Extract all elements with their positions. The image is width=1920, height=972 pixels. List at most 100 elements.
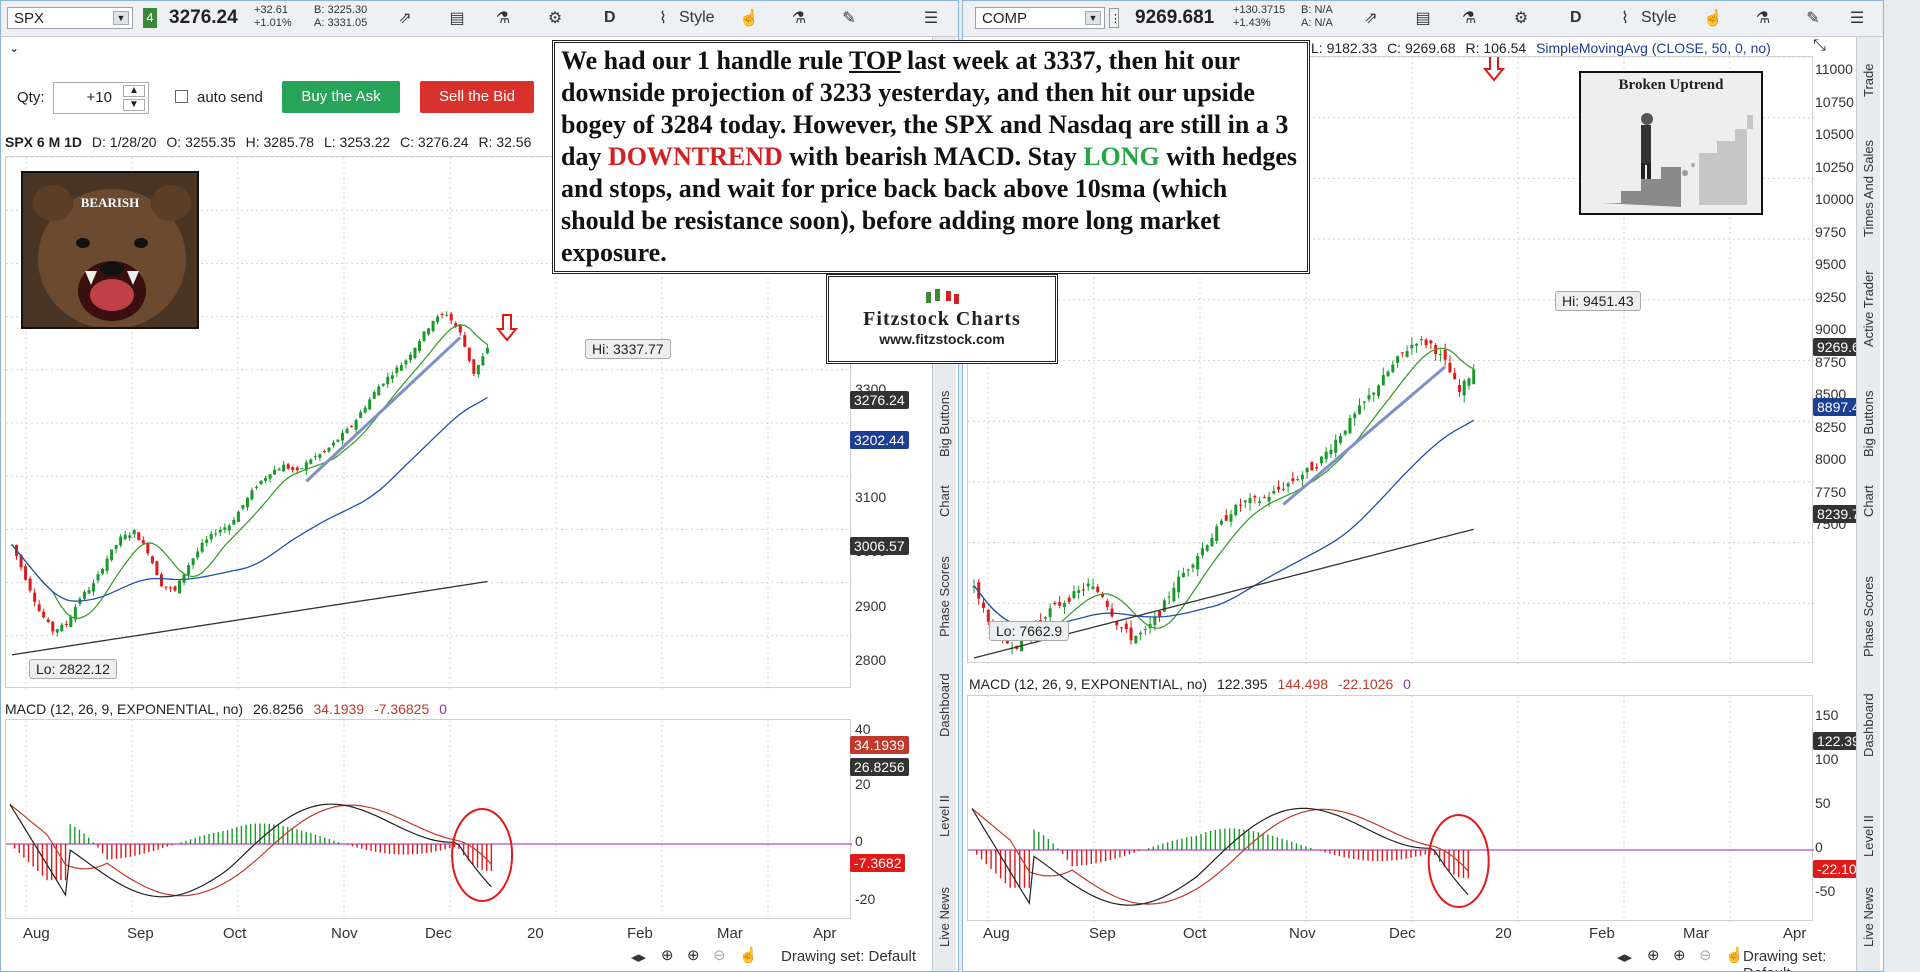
side-tab-phase-scores[interactable]: Phase Scores (1861, 576, 1876, 657)
candle-body (24, 566, 28, 580)
expand-icon[interactable]: ⤡ (1813, 37, 1826, 54)
gear-icon[interactable]: ⚙ (547, 10, 563, 27)
side-tab-live-news[interactable]: Live News (1861, 887, 1876, 947)
side-tab-live-news[interactable]: Live News (937, 887, 952, 947)
qty-stepper[interactable]: +10 ▲ ▼ (53, 82, 149, 114)
decrement-icon[interactable]: ▼ (123, 99, 145, 111)
side-tab-times-and-sales[interactable]: Times And Sales (1861, 139, 1876, 237)
timeframe-button[interactable]: D (1570, 9, 1582, 26)
chevron-down-icon[interactable]: ▼ (113, 11, 129, 25)
menu-icon[interactable]: ☰ (1849, 10, 1865, 27)
macd-diff: -22.1026 (1337, 676, 1394, 692)
zoom-out-icon[interactable]: ⊖ (1699, 947, 1712, 964)
collapse-chevron-icon[interactable]: ⌄ (9, 41, 20, 55)
info-low: L: 9182.33 (1311, 40, 1378, 56)
candle-body (1086, 583, 1090, 587)
share-icon[interactable]: ⇗ (1364, 10, 1378, 27)
share-icon[interactable]: ⇗ (398, 10, 412, 27)
drawing-set[interactable]: Drawing set: Default (1743, 948, 1827, 971)
y-tick-label: 9750 (1815, 223, 1847, 240)
scroll-arrows-icon[interactable]: ◂▸ (1617, 949, 1633, 966)
candle-body (101, 568, 105, 574)
style-menu[interactable]: Style (1641, 9, 1677, 26)
link-badge[interactable]: 4 (143, 8, 157, 28)
zoom-in-icon[interactable]: ⊕ (687, 947, 700, 964)
bearish-label: BEARISH (80, 195, 140, 210)
candle-body (1267, 496, 1271, 502)
zoom-out-icon[interactable]: ⊖ (713, 947, 726, 964)
macd-avg: 34.1939 (313, 701, 365, 717)
candle-body (105, 558, 109, 571)
news-icon[interactable]: ▤ (449, 10, 465, 27)
y-tick-label: 9000 (1815, 321, 1847, 337)
candle-body (377, 386, 381, 396)
side-tab-level-ii[interactable]: Level II (1861, 815, 1876, 857)
candle-body (1334, 439, 1338, 453)
candle-body (1215, 526, 1219, 542)
scroll-arrows-icon[interactable]: ◂▸ (631, 949, 647, 966)
side-tab-phase-scores[interactable]: Phase Scores (937, 556, 952, 637)
drawing-set[interactable]: Drawing set: Default (781, 948, 917, 965)
chart-style-icon[interactable]: ⌇ (659, 10, 667, 27)
candle-body (42, 611, 46, 618)
macd-diff-tag: -7.3682 (850, 854, 906, 872)
side-tab-big-buttons[interactable]: Big Buttons (937, 390, 952, 458)
flask-icon[interactable]: ⚗ (1461, 10, 1477, 27)
y-tick-label: -20 (855, 891, 876, 907)
buy-ask-button[interactable]: Buy the Ask (282, 81, 400, 113)
candle-body (137, 532, 141, 541)
crosshair-icon[interactable]: ⊕ (661, 947, 674, 964)
spx-macd-plot[interactable] (5, 719, 852, 920)
link-icon[interactable]: ⋮ (1109, 8, 1121, 28)
chart-style-icon[interactable]: ⌇ (1621, 10, 1629, 27)
y-tick-label: 10250 (1815, 158, 1854, 175)
side-tab-level-ii[interactable]: Level II (937, 795, 952, 837)
candle-body (1424, 339, 1428, 346)
symbol-selector[interactable]: SPX ▼ (7, 7, 133, 29)
side-tab-chart[interactable]: Chart (1861, 485, 1876, 517)
candle-body (1105, 600, 1109, 607)
candle-body (123, 534, 127, 540)
note-text-2: last week at 3337, then hit our downside… (561, 46, 1289, 171)
side-tab-trade[interactable]: Trade (1861, 63, 1876, 97)
candle-body (1372, 392, 1376, 395)
drawing-icon[interactable]: ✎ (842, 10, 856, 27)
hand-icon[interactable]: ☝ (1703, 10, 1723, 27)
side-tab-active-trader[interactable]: Active Trader (1861, 270, 1876, 347)
y-tick-label: 9500 (1815, 256, 1847, 272)
x-month-label: Nov (331, 925, 358, 942)
study-flask-icon[interactable]: ⚗ (1755, 10, 1771, 27)
pan-hand-icon[interactable]: ☝ (1725, 947, 1744, 964)
candle-body (354, 419, 358, 430)
drawing-icon[interactable]: ✎ (1806, 10, 1820, 27)
candle-body (1457, 384, 1461, 392)
increment-icon[interactable]: ▲ (123, 85, 145, 97)
study-flask-icon[interactable]: ⚗ (791, 10, 807, 27)
candle-body (1153, 616, 1157, 626)
menu-icon[interactable]: ☰ (923, 10, 939, 27)
news-icon[interactable]: ▤ (1415, 10, 1431, 27)
y-tick-label: -50 (1815, 883, 1836, 899)
crosshair-icon[interactable]: ⊕ (1647, 947, 1660, 964)
candle-body (327, 447, 331, 452)
timeframe-button[interactable]: D (604, 9, 616, 26)
comp-macd-plot[interactable] (967, 695, 1814, 922)
hand-icon[interactable]: ☝ (739, 10, 759, 27)
style-menu[interactable]: Style (679, 9, 715, 26)
flask-icon[interactable]: ⚗ (495, 10, 511, 27)
bid: B: N/A (1301, 4, 1333, 16)
chevron-down-icon[interactable]: ▼ (1085, 11, 1101, 25)
gear-icon[interactable]: ⚙ (1513, 10, 1529, 27)
side-tab-chart[interactable]: Chart (937, 485, 952, 517)
pan-hand-icon[interactable]: ☝ (739, 947, 758, 964)
sell-bid-button[interactable]: Sell the Bid (420, 81, 534, 113)
candle-body (96, 574, 100, 581)
side-tab-dashboard[interactable]: Dashboard (1861, 693, 1876, 757)
spx-toolbar: SPX ▼ 4 3276.24 +32.61 +1.01% B: 3225.30 A:… (1, 1, 958, 37)
symbol-selector[interactable]: COMP ▼ (975, 7, 1105, 29)
auto-send-checkbox[interactable] (175, 90, 188, 103)
side-tab-big-buttons[interactable]: Big Buttons (1861, 390, 1876, 458)
broken-uptrend-label: Broken Uptrend (1618, 77, 1724, 93)
side-tab-dashboard[interactable]: Dashboard (937, 673, 952, 737)
zoom-in-icon[interactable]: ⊕ (1673, 947, 1686, 964)
